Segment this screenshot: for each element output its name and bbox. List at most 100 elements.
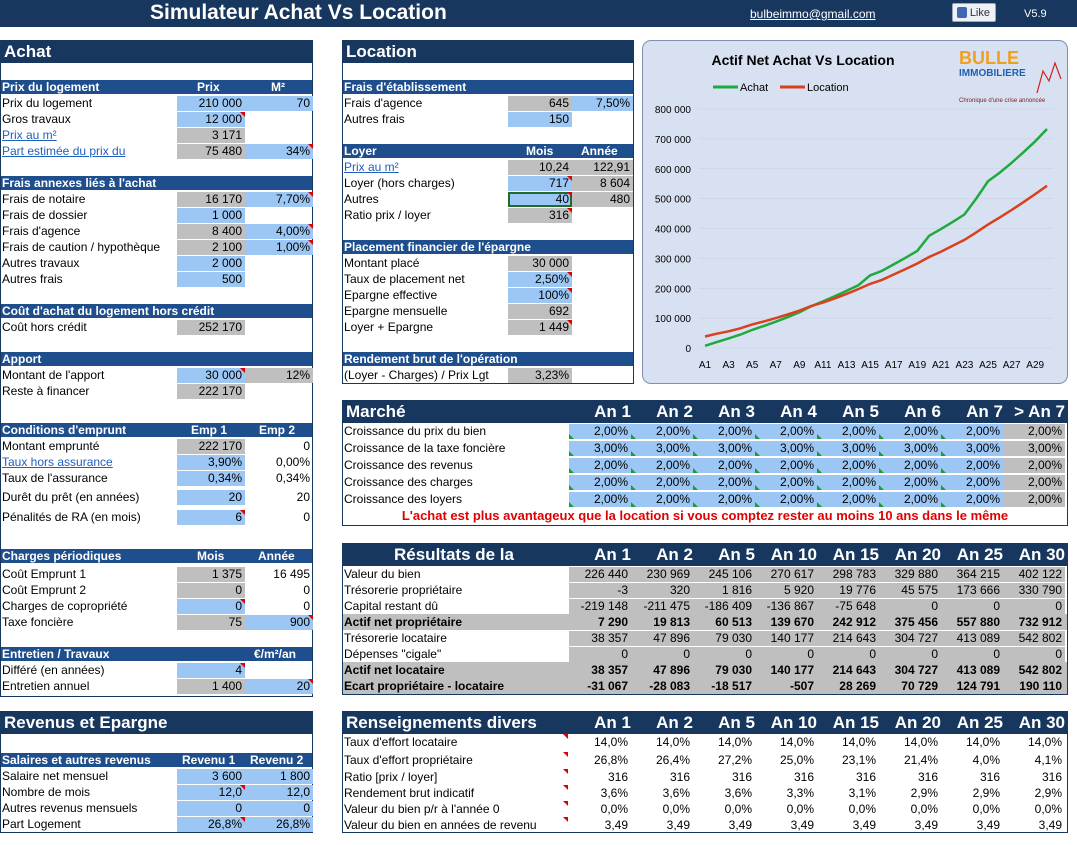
growth-input[interactable]: 2,00%	[1003, 492, 1065, 507]
taxe-fonciere-input[interactable]: 900	[245, 615, 313, 630]
loyer-autres-input[interactable]: 40	[508, 192, 572, 207]
penalites-1-input[interactable]: 6	[177, 510, 245, 525]
x-axis: A1 A3 A5 A7 A9 A11 A13 A15 A17 A19 A21 A23 A25 A27 A29	[699, 360, 1045, 371]
growth-input[interactable]: 2,00%	[817, 424, 879, 439]
taux-placement-input[interactable]: 2,50%	[508, 272, 572, 287]
growth-input[interactable]: 2,00%	[755, 458, 817, 473]
prix-m2-link[interactable]: Prix au m²	[2, 128, 57, 142]
part-logement-1[interactable]: 26,8%	[177, 817, 245, 832]
row-label: Rendement brut indicatif	[344, 785, 568, 801]
autres-travaux-input[interactable]: 2 000	[177, 256, 245, 271]
growth-input[interactable]: 2,00%	[941, 424, 1003, 439]
growth-input[interactable]: 2,00%	[693, 475, 755, 490]
loyer-input[interactable]: 717	[508, 176, 572, 191]
email-link[interactable]: bulbeimmo@gmail.com	[750, 7, 876, 21]
divers-cell: 23,1%	[841, 753, 876, 767]
loc-frais-agence-pct-input[interactable]: 7,50%	[572, 96, 633, 111]
penalites-2-input[interactable]: 0	[303, 510, 310, 524]
loyer-prix-m2-link[interactable]: Prix au m²	[344, 160, 399, 174]
frais-agence-pct-input[interactable]: 4,00%	[245, 224, 313, 239]
taux-2-input[interactable]: 0,00%	[275, 455, 310, 469]
entretien-m2-input[interactable]: 20	[245, 679, 313, 694]
part-estimee-link[interactable]: Part estimée du prix du	[2, 144, 126, 158]
part-logement-2[interactable]: 26,8%	[245, 817, 313, 832]
growth-input[interactable]: 2,00%	[817, 492, 879, 507]
growth-input[interactable]: 2,00%	[1003, 424, 1065, 439]
version-label: V5.9	[1024, 8, 1047, 20]
growth-input[interactable]: 2,00%	[569, 424, 631, 439]
growth-input[interactable]: 3,00%	[941, 441, 1003, 456]
revenus-col-2: Revenu 2	[250, 753, 304, 767]
growth-input[interactable]: 2,00%	[1003, 475, 1065, 490]
growth-input[interactable]: 2,00%	[941, 458, 1003, 473]
mois-1-input[interactable]: 12,0	[177, 785, 245, 800]
duree-1-input[interactable]: 20	[177, 490, 245, 505]
epargne-effective-input[interactable]: 100%	[508, 288, 572, 303]
salaire-1-input[interactable]: 3 600	[177, 769, 245, 784]
prix-logement-input[interactable]: 210 000	[177, 96, 245, 111]
growth-input[interactable]: 2,00%	[693, 424, 755, 439]
growth-input[interactable]: 3,00%	[693, 441, 755, 456]
copropriete-input[interactable]: 0	[177, 599, 245, 614]
growth-input[interactable]: 2,00%	[755, 424, 817, 439]
x-tick-label: A1	[699, 360, 712, 371]
part-estimee-pct-input[interactable]: 34%	[245, 144, 313, 159]
loyer-row: Autres 40 480	[343, 191, 633, 207]
assurance-2-input[interactable]: 0,34%	[275, 471, 310, 485]
growth-input[interactable]: 2,00%	[817, 458, 879, 473]
mois-2-input[interactable]: 12,0	[245, 785, 313, 800]
growth-input[interactable]: 2,00%	[1003, 458, 1065, 473]
taux-hors-assurance-link[interactable]: Taux hors assurance	[2, 455, 113, 469]
divers-row: Valeur du bien en années de revenu 3,49 3,…	[343, 817, 1067, 833]
growth-input[interactable]: 2,00%	[631, 458, 693, 473]
growth-input[interactable]: 2,00%	[941, 492, 1003, 507]
growth-input[interactable]: 2,00%	[631, 492, 693, 507]
growth-input[interactable]: 3,00%	[1003, 441, 1065, 456]
charges-row: Coût Emprunt 1 1 375 16 495	[1, 566, 312, 582]
autres-revenus-2-input[interactable]: 0	[245, 801, 313, 816]
duree-2-input[interactable]: 20	[296, 490, 310, 504]
loc-autres-frais-input[interactable]: 150	[508, 112, 572, 127]
divers-cell: 3,6%	[724, 786, 752, 800]
differe-input[interactable]: 4	[177, 663, 245, 678]
autres-frais-input[interactable]: 500	[177, 272, 245, 287]
frais-dossier-input[interactable]: 1 000	[177, 208, 245, 223]
growth-input[interactable]: 2,00%	[631, 424, 693, 439]
gros-travaux-input[interactable]: 12 000	[177, 112, 245, 127]
growth-input[interactable]: 2,00%	[941, 475, 1003, 490]
frais-row: Autres travaux 2 000	[1, 255, 312, 271]
growth-input[interactable]: 3,00%	[755, 441, 817, 456]
loyer-row: Loyer (hors charges) 717 8 604	[343, 175, 633, 191]
apport-input[interactable]: 30 000	[177, 368, 245, 383]
emprunt-col-1: Emp 1	[191, 423, 228, 437]
growth-input[interactable]: 2,00%	[755, 492, 817, 507]
divers-cell: 4,0%	[972, 753, 1000, 767]
like-button[interactable]: Like	[952, 3, 996, 22]
divers-cell: 14,0%	[841, 735, 876, 749]
growth-input[interactable]: 2,00%	[693, 492, 755, 507]
taux-1-input[interactable]: 3,90%	[177, 455, 245, 470]
growth-input[interactable]: 2,00%	[817, 475, 879, 490]
growth-input[interactable]: 2,00%	[755, 475, 817, 490]
growth-input[interactable]: 2,00%	[879, 475, 941, 490]
growth-input[interactable]: 2,00%	[631, 475, 693, 490]
salaire-2-input[interactable]: 1 800	[245, 769, 313, 784]
assurance-1-input[interactable]: 0,34%	[177, 471, 245, 486]
growth-input[interactable]: 2,00%	[879, 458, 941, 473]
growth-input[interactable]: 3,00%	[879, 441, 941, 456]
growth-input[interactable]: 2,00%	[879, 492, 941, 507]
growth-input[interactable]: 3,00%	[631, 441, 693, 456]
growth-input[interactable]: 2,00%	[879, 424, 941, 439]
growth-input[interactable]: 3,00%	[817, 441, 879, 456]
growth-input[interactable]: 2,00%	[693, 458, 755, 473]
growth-input[interactable]: 3,00%	[569, 441, 631, 456]
chart-container: Actif Net Achat Vs Location Achat Locati…	[642, 40, 1068, 384]
autres-revenus-1-input[interactable]: 0	[177, 801, 245, 816]
frais-notaire-pct-input[interactable]: 7,70%	[245, 192, 313, 207]
surface-input[interactable]: 70	[245, 96, 313, 111]
growth-input[interactable]: 2,00%	[569, 475, 631, 490]
loyer-col-annee: Année	[581, 144, 618, 158]
frais-caution-pct-input[interactable]: 1,00%	[245, 240, 313, 255]
growth-input[interactable]: 2,00%	[569, 492, 631, 507]
growth-input[interactable]: 2,00%	[569, 458, 631, 473]
